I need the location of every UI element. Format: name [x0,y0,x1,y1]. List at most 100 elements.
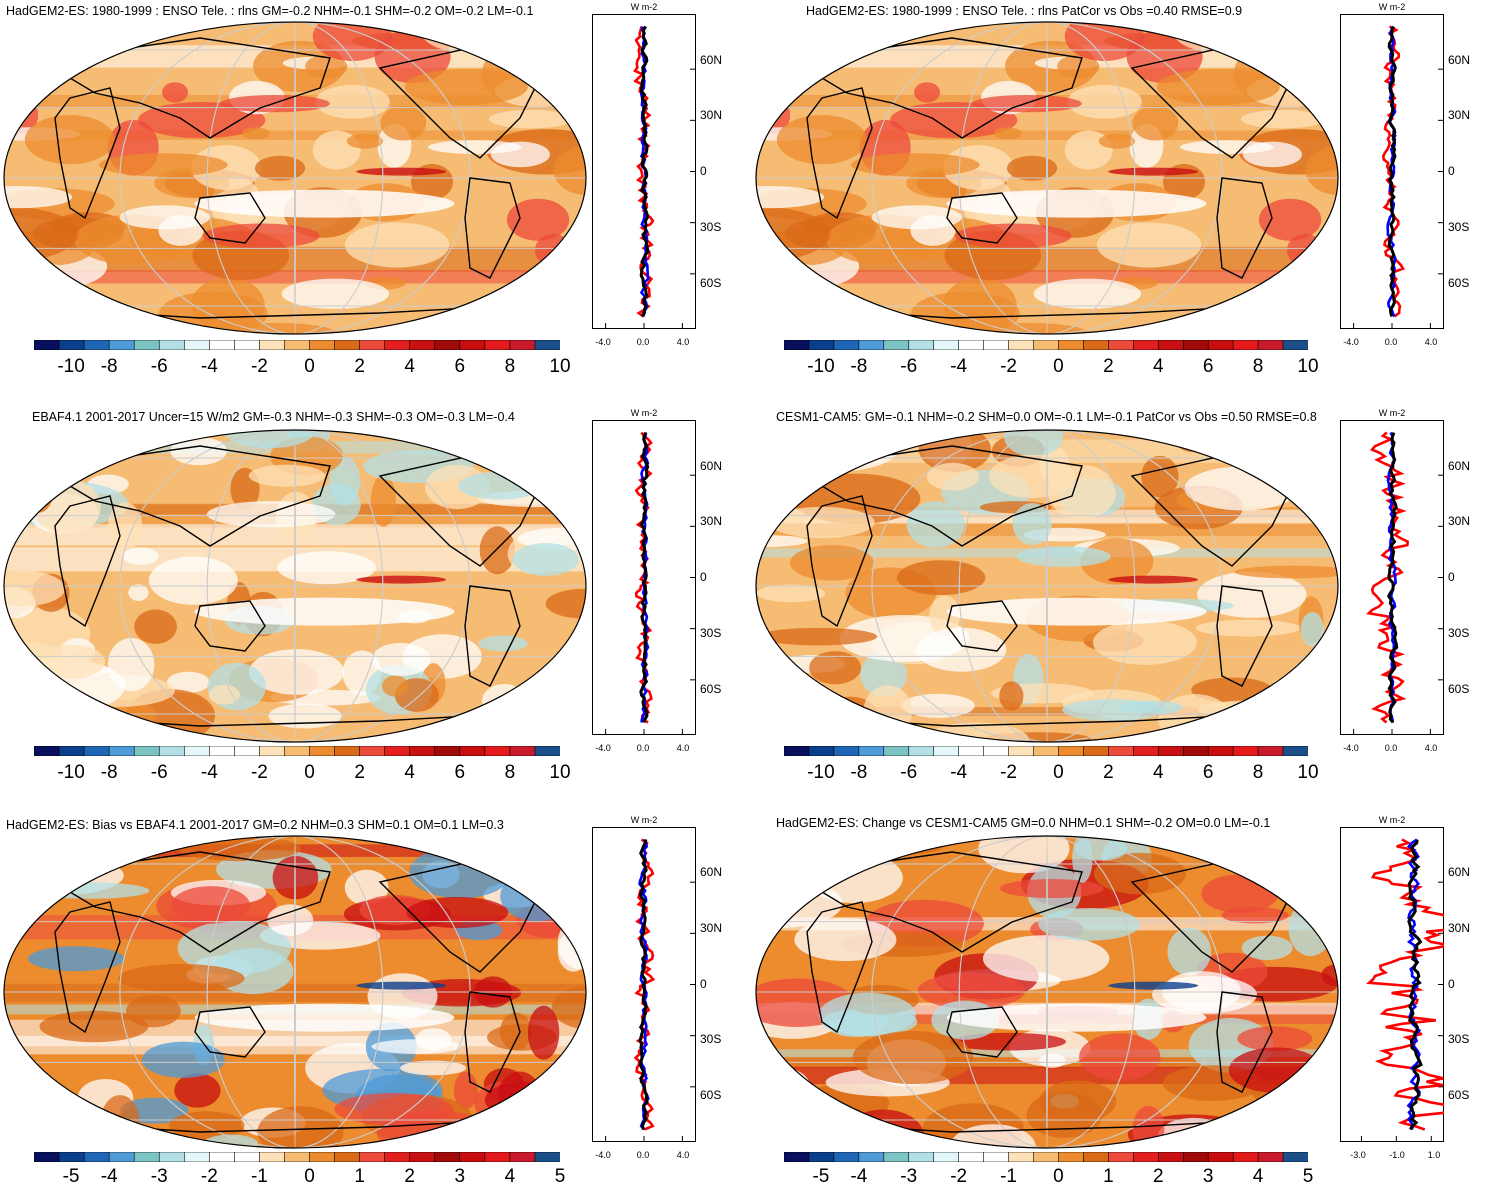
grid-line [294,836,296,1148]
colorbar-swatch [933,746,960,756]
field-blob [117,963,245,993]
field-blob [1093,852,1186,895]
field-blob [24,115,115,165]
colorbar-swatch [1232,746,1259,756]
world-map [755,835,1339,1149]
colorbar-swatch [1133,340,1159,350]
field-blob [756,584,826,603]
colorbar-tick-label: 2 [1152,1166,1164,1187]
lat-label: 60N [700,459,723,473]
lat-label: 60S [700,276,722,290]
colorbar-tick-label: -5 [62,1166,80,1187]
lat-label: 30N [700,108,723,122]
field-blob [1239,836,1271,869]
field-blob [452,22,544,44]
colorbar-tick-label: 4 [404,356,415,377]
colorbar-tick-label: -4 [200,762,218,783]
colorbar-swatch [784,1152,810,1162]
field-blob [850,153,980,177]
colorbar-swatch [1282,1152,1308,1162]
colorbar-swatch [1157,746,1184,756]
colorbar-swatch [384,340,411,350]
colorbar-swatch [234,340,261,350]
lat-label: 30S [700,1032,722,1046]
colorbar-swatch [83,340,110,350]
colorbar-swatch [459,1152,486,1162]
colorbar-swatch [459,746,486,756]
xtick-label: -1.0 [1389,1150,1405,1160]
colorbar [784,1152,1308,1162]
colorbar-tick-label: 1 [354,1166,365,1187]
field-blob [520,1112,586,1146]
colorbar-swatch [1008,1152,1035,1162]
panel-title: HadGEM2-ES: 1980-1999 : ENSO Tele. : rln… [806,4,1243,18]
field-blob [896,560,986,596]
grid-line [1046,836,1048,1148]
coastline [54,87,121,220]
field-blob [457,471,542,500]
field-blob [917,972,1026,1009]
lat-label: 30S [700,220,722,234]
field-blob [98,153,228,177]
xtick-label: 0.0 [636,337,650,347]
profile-series-black [639,25,650,318]
colorbar-swatch [908,340,935,350]
field-blob [1057,54,1100,79]
profile-series-red [1366,838,1444,1131]
field-blob [1241,935,1293,961]
field-blob [954,223,1072,249]
field-blob [1242,141,1302,168]
colorbar-swatch [1058,746,1085,756]
grid-line [958,22,1136,334]
colorbar-tick-label: 10 [549,762,571,783]
colorbar-swatch [334,1152,361,1162]
colorbar-swatch [1157,1152,1184,1162]
xtick-label: 0.0 [1384,337,1398,347]
colorbar-tick-label: 8 [504,356,516,377]
world-map [3,429,587,743]
colorbar-swatch [209,1152,235,1162]
field-blob [558,1095,586,1125]
field-blob [4,295,93,334]
field-blob [22,458,55,513]
field-blob [946,189,1207,218]
colorbar-swatch [1083,1152,1109,1162]
colorbar-swatch [284,746,311,756]
colorbar [34,746,560,756]
field-blob [1204,22,1296,44]
lat-label: 60S [700,682,722,696]
xtick-label: 0.0 [636,1150,650,1160]
colorbar-swatch [534,746,560,756]
field-blob [161,82,189,103]
field-blob [551,985,586,1030]
field-blob [943,277,1017,332]
colorbar-swatch [259,1152,286,1162]
colorbar-swatch [883,340,910,350]
field-blob [208,684,240,705]
field-blob [100,1095,140,1148]
map-field [4,836,586,1148]
profile-unit: W m-2 [630,408,658,418]
field-blob [213,322,339,334]
field-blob [21,22,91,39]
colorbar-swatch [484,1152,511,1162]
colorbar-swatch [158,1152,185,1162]
field-blob [356,575,447,584]
field-blob [1290,430,1338,450]
colorbar-tick-label: -4 [950,762,968,783]
field-blob [356,167,447,176]
field-blob [1132,1105,1165,1148]
field-blob [305,54,348,79]
colorbar-tick-label: -2 [950,1166,968,1187]
field-blob [999,681,1024,711]
field-blob [131,1130,166,1148]
colorbar-tick-label: -2 [200,1166,218,1187]
field-blob [1096,222,1202,268]
colorbar-swatch [34,340,60,350]
colorbar-swatch [309,746,336,756]
colorbar-swatch [958,746,985,756]
field-blob [174,1073,221,1108]
field-blob [346,133,384,149]
colorbar-tick-label: 3 [454,1166,466,1187]
map-border [755,429,1339,743]
